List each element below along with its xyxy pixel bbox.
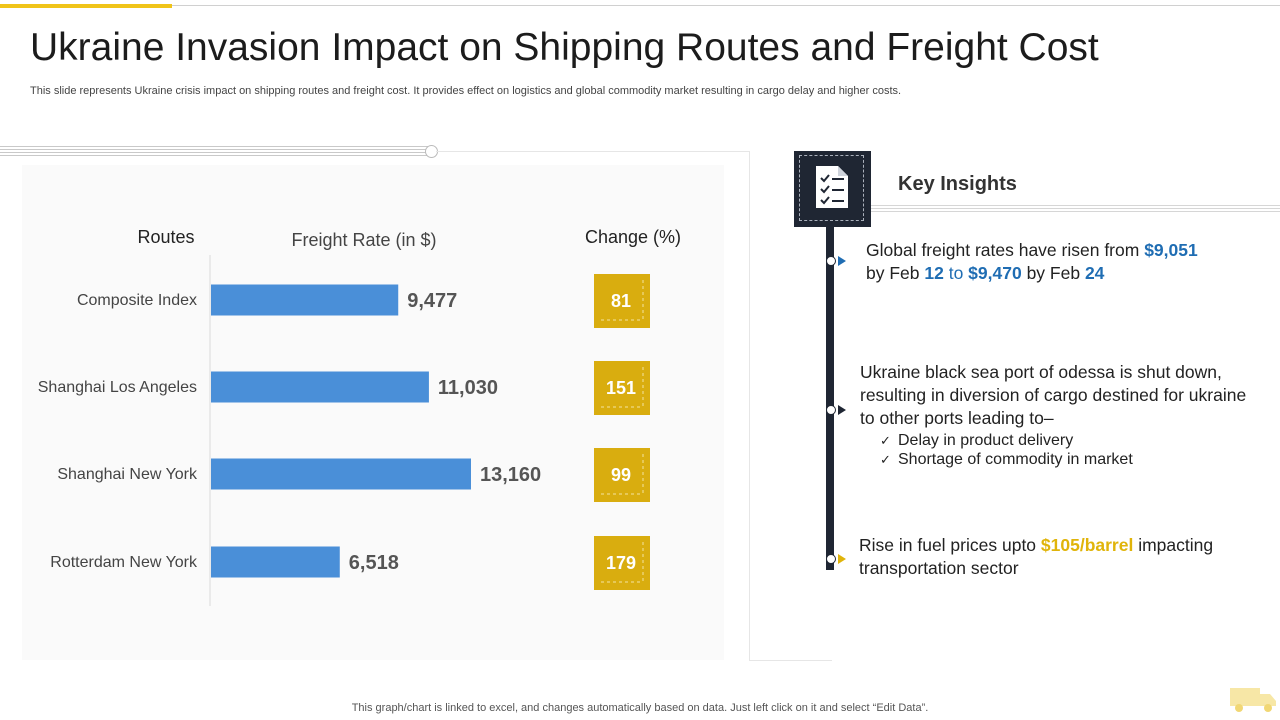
page-title: Ukraine Invasion Impact on Shipping Rout… [30,26,1099,69]
change-box [594,274,650,328]
checklist-document-icon [816,166,848,208]
insight-freight-rates: Global freight rates have risen from $9,… [866,239,1266,285]
decorative-lines [0,146,432,158]
insight-date: 24 [1084,263,1105,283]
insight-date: 12 [924,263,944,283]
insight-fuel-prices: Rise in fuel prices upto $105/barrel imp… [859,534,1264,580]
accent-bar [0,4,172,8]
insight-bullet: Delay in product delivery [878,431,1260,450]
insight-text: Ukraine black sea port of odessa is shut… [860,362,1247,428]
bar [211,546,340,578]
key-insights-title: Key Insights [898,173,1017,195]
insight-text: by Feb [866,263,925,283]
insight-text: Global freight rates have risen from [866,240,1145,260]
change-box [594,536,650,590]
frame-line [436,151,750,152]
value-label: 6,518 [349,552,399,574]
change-header: Change (%) [585,227,681,247]
insight-text: to [943,263,969,283]
routes-header: Routes [137,227,194,247]
bar [211,371,429,403]
value-label: 9,477 [407,290,457,312]
change-box [594,361,650,415]
timeline-arrow [838,405,846,415]
bar [211,458,471,490]
category-label: Rotterdam New York [50,554,198,571]
category-label: Shanghai Los Angeles [38,379,197,396]
insight-text: Rise in fuel prices upto [859,535,1041,555]
timeline-dot [826,405,836,415]
change-label: 151 [606,378,636,398]
insights-header-lines [871,205,1280,213]
page-subtitle: This slide represents Ukraine crisis imp… [30,85,902,97]
change-label: 99 [611,465,631,485]
frame-line [749,660,832,661]
value-label: 13,160 [480,464,541,486]
insight-bullet: Shortage of commodity in market [878,450,1260,469]
category-label: Shanghai New York [57,466,198,483]
delivery-truck-icon [1230,688,1276,712]
insight-text: by Feb [1021,263,1085,283]
top-rule [0,5,1280,6]
timeline-arrow [838,256,846,266]
bar [211,284,399,316]
insight-value: $105/barrel [1040,535,1134,555]
timeline-dot [826,256,836,266]
timeline-arrow [838,554,846,564]
value-label: 11,030 [438,377,498,399]
timeline-line [826,225,834,570]
insight-text: impacting transportation sector [859,535,1214,578]
change-label: 179 [606,553,636,573]
change-box [594,448,650,502]
insight-odessa-port: Ukraine black sea port of odessa is shut… [860,361,1260,469]
footer-note: This graph/chart is linked to excel, and… [351,702,929,714]
category-label: Composite Index [77,292,197,309]
insights-icon-box [794,151,871,227]
change-label: 81 [611,291,631,311]
freight-rate-header: Freight Rate (in $) [291,230,436,250]
insight-value: $9,470 [968,263,1022,283]
insight-value: $9,051 [1144,240,1198,260]
frame-line [749,151,750,661]
timeline-dot [826,554,836,564]
